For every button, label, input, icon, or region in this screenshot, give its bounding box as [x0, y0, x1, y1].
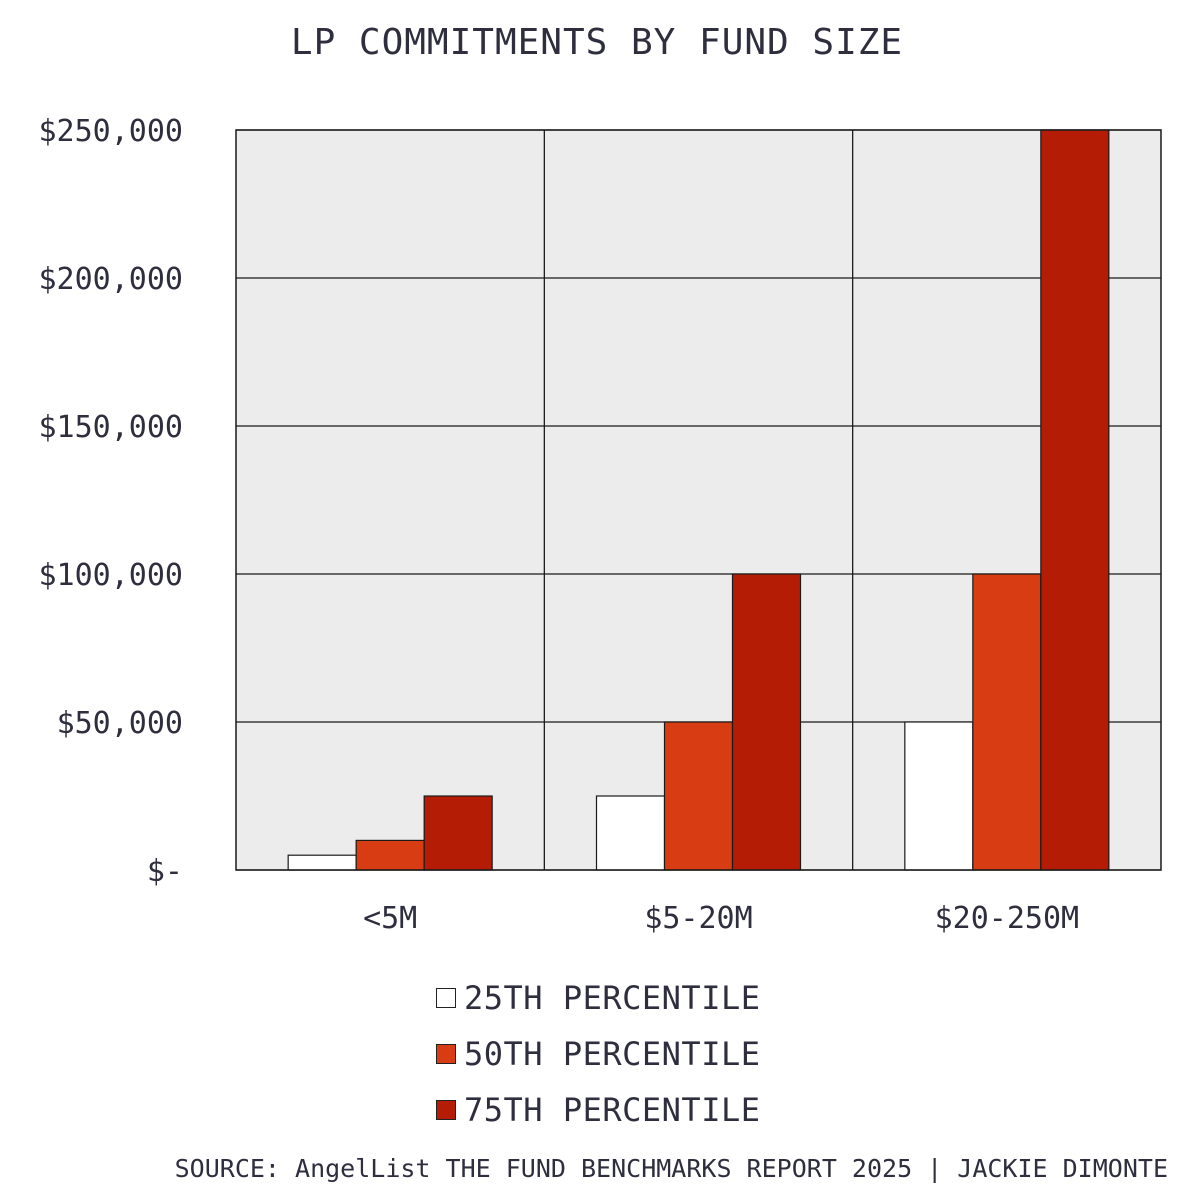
bar-3-1 [423, 795, 493, 871]
legend-swatch-75th [436, 1100, 456, 1120]
bar-chart: $- $50,000 $100,000 $150,000 $200,000 $250,00… [39, 114, 1162, 936]
x-axis-ticks: <5M $5-20M $20-250M [363, 901, 1079, 936]
legend-label-25th: 25TH PERCENTILE [464, 979, 761, 1017]
bar-3-2 [731, 573, 802, 871]
x-tick-label: <5M [363, 901, 417, 936]
legend-swatch-50th [436, 1044, 456, 1064]
y-tick-label: $250,000 [39, 114, 184, 149]
y-tick-label: $50,000 [57, 706, 183, 741]
source-note: SOURCE: AngelList THE FUND BENCHMARKS RE… [174, 1154, 1168, 1183]
plot-frame [235, 129, 1162, 871]
bars [287, 129, 1110, 871]
y-axis-ticks: $- $50,000 $100,000 $150,000 $200,000 $250,00… [39, 114, 184, 889]
bar-3-3 [1040, 129, 1110, 871]
bar-1-3 [904, 721, 974, 871]
legend-item-50th: 50TH PERCENTILE [436, 1026, 760, 1082]
y-tick-label: $100,000 [39, 558, 184, 593]
bar-1-1 [287, 854, 357, 871]
bar-2-1 [355, 839, 425, 871]
x-tick-label: $5-20M [644, 901, 752, 936]
chart-title: LP COMMITMENTS BY FUND SIZE [290, 22, 904, 63]
y-tick-label: $200,000 [39, 262, 184, 297]
bar-2-3 [972, 573, 1042, 871]
y-tick-label: $150,000 [39, 410, 184, 445]
plot-border [235, 129, 1162, 871]
bar-1-2 [595, 795, 666, 871]
x-tick-label: $20-250M [935, 901, 1080, 936]
bar-2-2 [663, 721, 734, 871]
legend-item-75th: 75TH PERCENTILE [436, 1082, 760, 1138]
legend-label-75th: 75TH PERCENTILE [464, 1091, 761, 1129]
legend-label-50th: 50TH PERCENTILE [464, 1035, 761, 1073]
legend-swatch-25th [436, 988, 456, 1008]
legend: 25TH PERCENTILE 50TH PERCENTILE 75TH PER… [436, 970, 760, 1138]
y-tick-label: $- [147, 854, 183, 889]
legend-item-25th: 25TH PERCENTILE [436, 970, 760, 1026]
